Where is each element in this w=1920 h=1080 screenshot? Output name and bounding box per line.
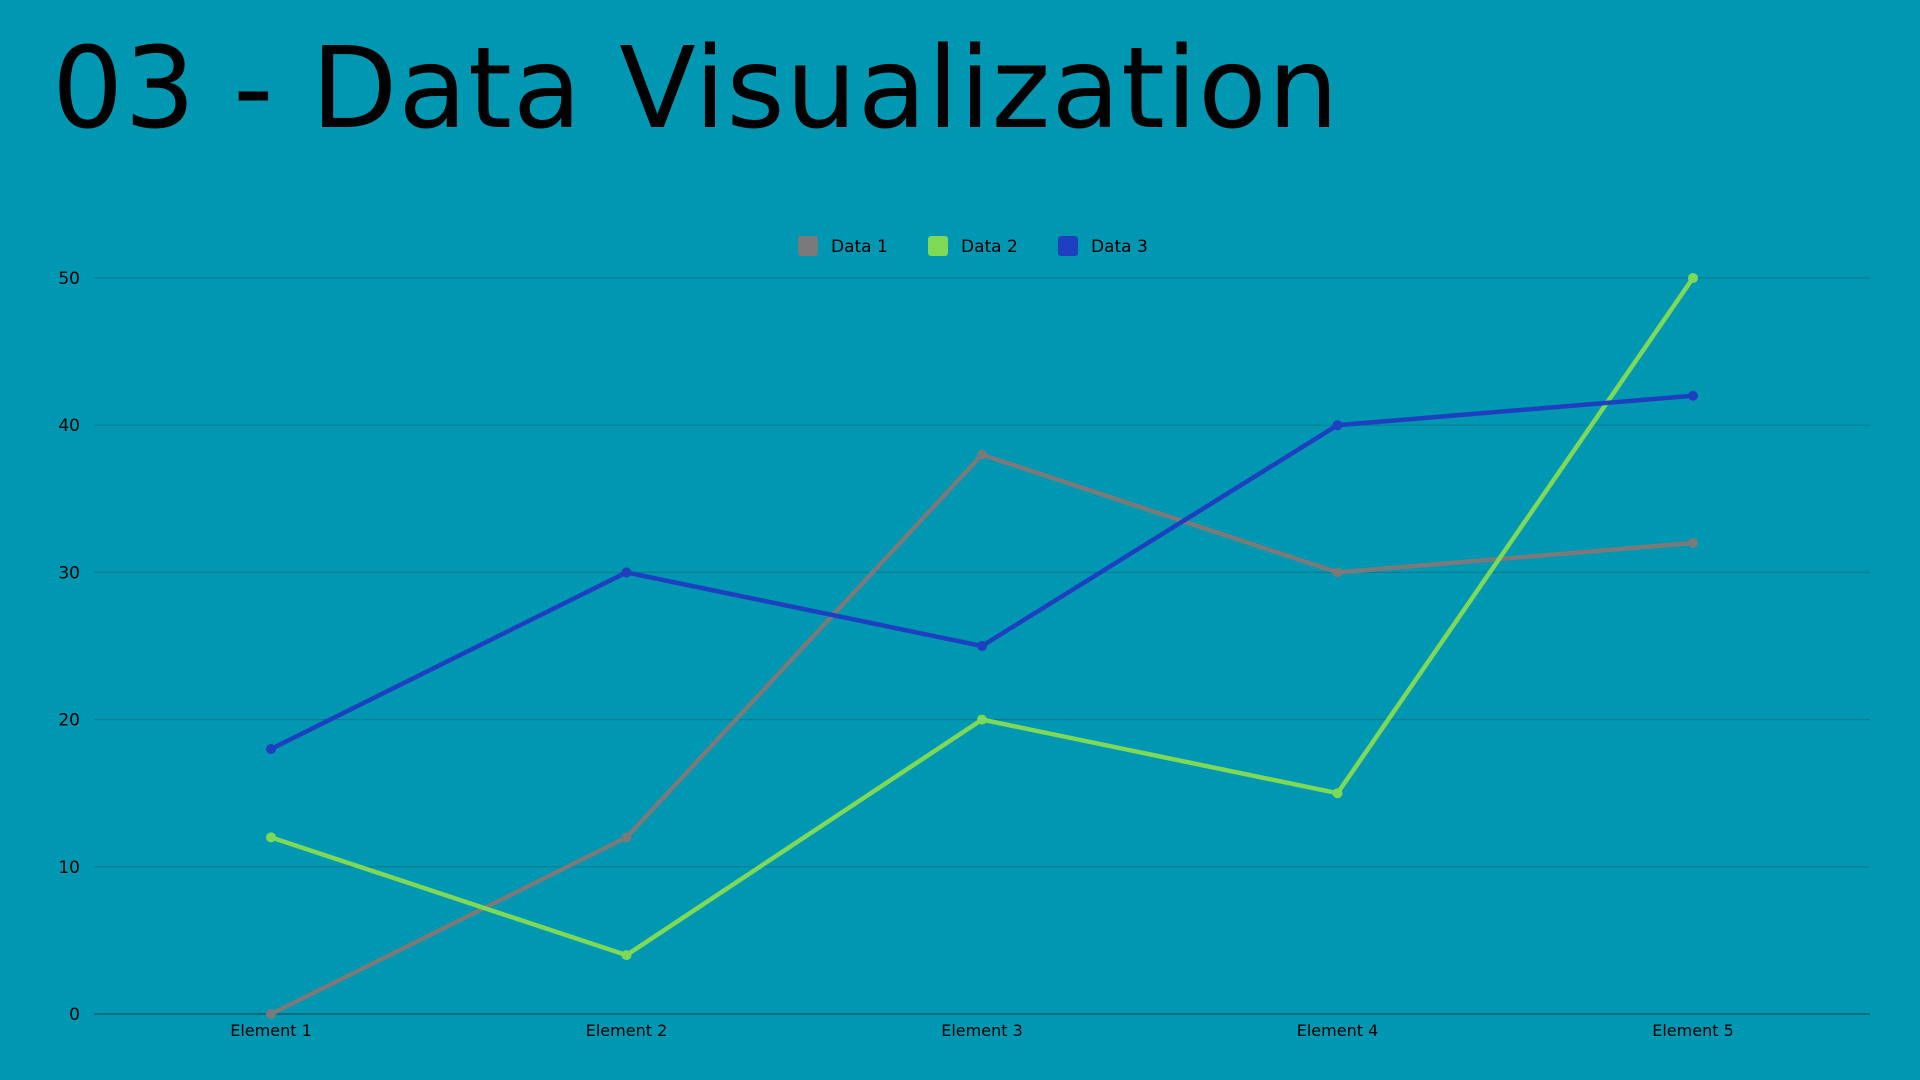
y-tick-label: 0	[69, 1005, 80, 1025]
series-line	[268, 275, 1696, 958]
data-point	[621, 832, 632, 843]
data-point	[977, 714, 987, 725]
legend-item: Data 3	[1058, 236, 1148, 257]
series-line	[268, 452, 1696, 1017]
data-point	[1332, 420, 1343, 431]
legend-swatch	[798, 236, 818, 256]
x-tick-label: Element 5	[1652, 1021, 1734, 1040]
legend-swatch	[928, 236, 948, 256]
y-tick-label: 20	[58, 711, 80, 731]
data-point	[977, 449, 987, 460]
legend-swatch	[1058, 236, 1078, 256]
legend: Data 1 Data 2 Data 3	[798, 236, 1148, 257]
data-point	[1332, 788, 1343, 799]
data-point	[266, 744, 276, 755]
data-point	[266, 1009, 276, 1019]
y-tick-label: 50	[58, 269, 80, 289]
data-point	[1332, 567, 1343, 578]
legend-label: Data 3	[1091, 237, 1148, 257]
series-data-2	[266, 273, 1698, 961]
legend-item: Data 1	[798, 236, 888, 257]
y-tick-label: 40	[58, 416, 80, 436]
data-point	[266, 832, 276, 843]
series-data-1	[266, 449, 1698, 1019]
legend-label: Data 1	[831, 237, 888, 257]
legend-item: Data 2	[928, 236, 1018, 257]
x-tick-label: Element 4	[1297, 1021, 1379, 1040]
x-tick-label: Element 2	[586, 1021, 668, 1040]
series-data-3	[266, 390, 1698, 755]
data-point	[977, 641, 987, 651]
x-tick-label: Element 3	[941, 1021, 1023, 1040]
data-point	[621, 567, 632, 578]
y-tick-label: 10	[58, 858, 80, 878]
data-point	[1688, 537, 1698, 548]
axes: 0 10 20 30 40 50 Element 1 Element 2 Element 3 El…	[58, 269, 1870, 1040]
data-point	[1688, 390, 1698, 401]
data-point	[1688, 273, 1698, 283]
data-point	[621, 950, 632, 961]
series-lines	[266, 273, 1698, 1019]
legend-label: Data 2	[961, 237, 1018, 257]
page-title: 03 - Data Visualization	[52, 24, 1340, 154]
gridlines	[94, 277, 1870, 868]
y-tick-label: 30	[58, 563, 80, 583]
x-tick-label: Element 1	[230, 1021, 312, 1040]
